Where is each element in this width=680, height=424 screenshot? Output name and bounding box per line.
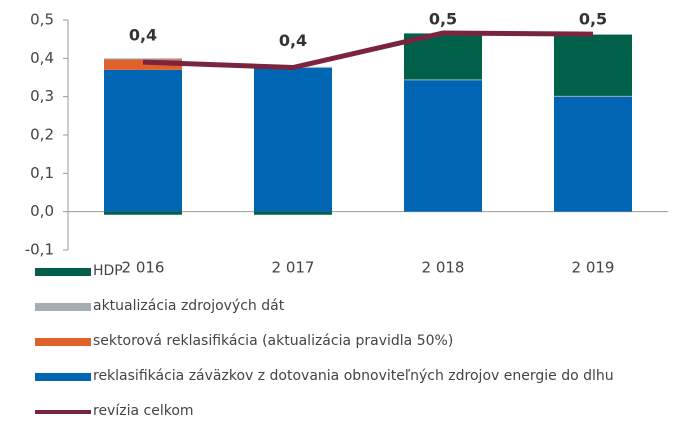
legend-item: HDP xyxy=(30,264,670,279)
data-label: 0,4 xyxy=(129,26,157,45)
legend-item: revízia celkom xyxy=(30,404,670,419)
y-tick-label: 0,0 xyxy=(30,202,54,220)
legend-label: revízia celkom xyxy=(93,403,194,419)
bar-segment xyxy=(554,34,632,96)
data-label: 0,4 xyxy=(279,31,307,50)
legend-swatch xyxy=(35,338,91,346)
legend-label: reklasifikácia záväzkov z dotovania obno… xyxy=(93,368,614,384)
data-label: 0,5 xyxy=(429,10,457,29)
legend-label: sektorová reklasifikácia (aktualizácia p… xyxy=(93,333,454,349)
y-tick-label: 0,3 xyxy=(30,87,54,105)
bar-segment xyxy=(104,58,182,60)
x-tick-label: 2 017 xyxy=(272,259,315,277)
bar-segment xyxy=(554,95,632,97)
y-tick-label: 0,5 xyxy=(30,11,54,29)
y-tick-label: 0,4 xyxy=(30,49,54,67)
legend-label: aktualizácia zdrojových dát xyxy=(93,298,285,314)
line xyxy=(142,30,594,71)
bar-segment xyxy=(254,67,332,212)
x-tick-label: 2 018 xyxy=(422,259,465,277)
bar-segment xyxy=(254,211,332,215)
legend-item: sektorová reklasifikácia (aktualizácia p… xyxy=(30,334,670,349)
legend-swatch xyxy=(35,268,91,276)
y-tick-label: -0,1 xyxy=(25,241,54,259)
legend-item: aktualizácia zdrojových dát xyxy=(30,299,670,314)
x-tick-label: 2 019 xyxy=(572,259,615,277)
legend: HDP aktualizácia zdrojových dát sektorová … xyxy=(30,264,670,424)
data-label: 0,5 xyxy=(579,10,607,29)
bar-segment xyxy=(554,96,632,212)
y-tick-label: 0,2 xyxy=(30,126,54,144)
x-tick-label: 2 016 xyxy=(122,259,165,277)
bar-segment xyxy=(104,211,182,215)
legend-swatch xyxy=(35,373,91,381)
y-tick-label: 0,1 xyxy=(30,164,54,182)
legend-label: HDP xyxy=(93,263,123,279)
bar-segment xyxy=(404,79,482,81)
legend-item: reklasifikácia záväzkov z dotovania obno… xyxy=(30,369,670,384)
legend-swatch xyxy=(35,410,91,414)
bar-segment xyxy=(104,69,182,212)
bar-segment xyxy=(404,80,482,212)
legend-swatch xyxy=(35,303,91,311)
